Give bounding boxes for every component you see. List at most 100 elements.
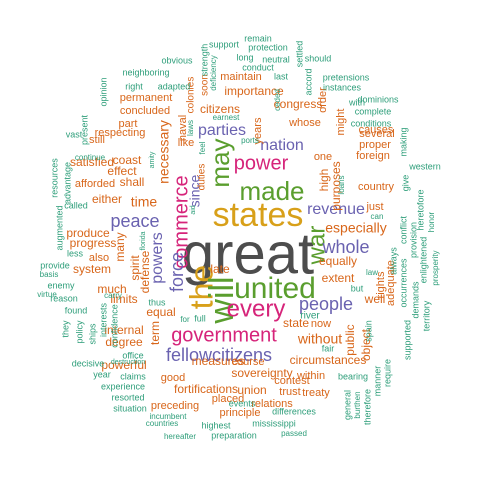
word-mississippi: mississippi <box>252 418 296 428</box>
word-supported: supported <box>402 320 412 360</box>
word-powers: powers <box>149 232 166 284</box>
word-much: much <box>97 282 126 296</box>
word-contest: contest <box>274 375 309 387</box>
word-events: events <box>229 398 256 408</box>
word-just: just <box>365 201 383 213</box>
word-late: late <box>210 262 230 276</box>
word-western: western <box>408 161 441 171</box>
word-fair: fair <box>322 343 335 353</box>
word-purposes: purposes <box>329 161 343 210</box>
word-virtue: virtue <box>37 290 57 299</box>
word-resorted: resorted <box>111 392 144 402</box>
word-will: will <box>203 276 241 324</box>
word-permanent: permanent <box>120 92 173 104</box>
word-order: order <box>317 87 329 113</box>
word-circumstances: circumstances <box>290 353 367 367</box>
word-hereafter: hereafter <box>164 432 196 441</box>
word-causes: causes <box>359 124 394 136</box>
word-equal: equal <box>146 305 175 319</box>
word-years: years <box>252 117 264 144</box>
word-relations: relations <box>251 398 293 410</box>
word-state: state <box>283 316 309 330</box>
word-manner: manner <box>372 366 382 397</box>
word-prosperity: prosperity <box>431 250 440 285</box>
word-called: called <box>64 200 88 210</box>
word-provide: provide <box>40 260 70 270</box>
word-thus: thus <box>148 297 166 307</box>
word-enemy: enemy <box>47 280 75 290</box>
word-long: long <box>236 52 253 62</box>
word-object: object <box>359 328 373 361</box>
word-earnest: earnest <box>213 113 240 122</box>
word-decisive: decisive <box>72 358 105 368</box>
word-right: right <box>125 81 143 91</box>
word-naval: naval <box>177 115 189 141</box>
word-office: office <box>122 350 143 360</box>
word-especially: especially <box>325 220 386 236</box>
word-destruction: destruction <box>111 359 145 366</box>
word-bearing: bearing <box>338 371 368 381</box>
word-united: united <box>234 272 316 305</box>
word-good: good <box>161 372 185 384</box>
word-heretofore: heretofore <box>415 189 425 230</box>
word-strength: strength <box>199 44 209 77</box>
word-deficiency: deficiency <box>209 55 218 91</box>
word-one: one <box>314 151 332 163</box>
word-passed: passed <box>281 429 307 438</box>
word-law: law <box>366 268 378 277</box>
word-limits: limits <box>110 292 137 306</box>
word-they: they <box>60 320 70 338</box>
word-foreign: foreign <box>356 150 390 162</box>
word-force: force <box>167 252 187 292</box>
word-since: since <box>187 174 203 207</box>
word-parties: parties <box>198 122 246 139</box>
word-spain: spain <box>363 320 373 342</box>
word-incumbent: incumbent <box>150 412 188 421</box>
word-ports: ports <box>241 136 259 145</box>
word-sovereignty: sovereignty <box>231 366 292 380</box>
word-year: year <box>93 369 111 379</box>
word-basis: basis <box>40 270 59 279</box>
word-internal: internal <box>104 323 143 337</box>
word-confidence: confidence <box>109 304 119 348</box>
word-fellowcitizens: fellowcitizens <box>166 345 272 365</box>
word-progress: progress <box>70 236 117 250</box>
word-states: states <box>213 196 304 234</box>
word-may: may <box>205 138 235 187</box>
word-general: general <box>342 390 352 420</box>
word-extent: extent <box>322 271 355 285</box>
word-protection: protection <box>248 42 288 52</box>
word-vast: vast <box>66 129 83 139</box>
word-but: but <box>351 283 364 293</box>
word-coast: coast <box>113 153 142 167</box>
word-ships: ships <box>87 323 97 345</box>
word-necessary: necessary <box>156 120 172 184</box>
word-always: always <box>388 247 398 275</box>
word-part: part <box>119 118 138 130</box>
word-full: full <box>194 313 206 323</box>
word-instances: instances <box>323 82 362 92</box>
word-adequate: adequate <box>385 260 397 306</box>
word-degree: degree <box>105 335 143 349</box>
word-concluded: concluded <box>120 105 170 117</box>
word-measures: measures <box>192 354 245 368</box>
word-complete: complete <box>355 106 392 116</box>
word-policy: policy <box>74 320 84 344</box>
word-either: either <box>92 192 122 206</box>
word-should: should <box>305 53 332 63</box>
word-laws: laws <box>186 120 195 136</box>
word-several: several <box>359 128 394 140</box>
word-conditions: conditions <box>351 118 392 128</box>
word-countries: countries <box>146 419 178 428</box>
word-claims: claims <box>120 371 146 381</box>
word-neutral: neutral <box>262 54 290 64</box>
word-present: present <box>79 114 89 145</box>
word-occurrences: occurrences <box>398 258 408 308</box>
word-union: union <box>237 383 266 397</box>
word-satisfied: satisfied <box>70 155 114 169</box>
word-augmented: augmented <box>54 205 64 250</box>
word-high: high <box>317 169 331 192</box>
word-demands: demands <box>410 281 420 319</box>
